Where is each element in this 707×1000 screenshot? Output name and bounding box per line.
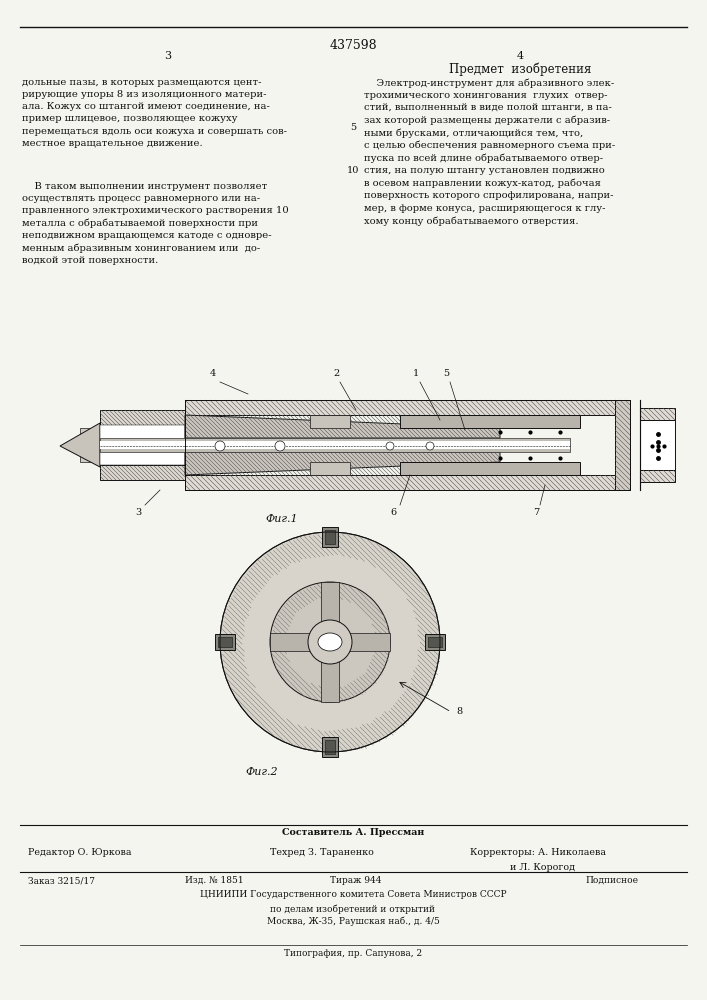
Text: Москва, Ж-35, Раушская наб., д. 4/5: Москва, Ж-35, Раушская наб., д. 4/5 (267, 917, 440, 926)
Bar (100, 425, 185, 465)
Circle shape (275, 441, 285, 451)
Text: ЦНИИПИ Государственного комитета Совета Министров СССР: ЦНИИПИ Государственного комитета Совета … (199, 890, 506, 899)
Bar (218, 637, 232, 647)
Text: Изд. № 1851: Изд. № 1851 (185, 876, 244, 885)
Text: В таком выполнении инструмент позволяет
осуществлять процесс равномерного или на: В таком выполнении инструмент позволяет … (22, 182, 288, 265)
Text: Составитель А. Прессман: Составитель А. Прессман (282, 828, 424, 837)
Bar (325, 530, 335, 544)
Bar (100, 441, 570, 449)
Text: Корректоры: А. Николаева: Корректоры: А. Николаева (470, 848, 606, 857)
Polygon shape (615, 400, 630, 490)
Text: 3: 3 (165, 51, 172, 61)
Text: Типография, пр. Сапунова, 2: Типография, пр. Сапунова, 2 (284, 949, 422, 958)
Text: 437598: 437598 (329, 39, 377, 52)
Circle shape (386, 442, 394, 450)
Circle shape (220, 532, 440, 752)
Bar (322, 527, 338, 547)
Text: и Л. Корогод: и Л. Корогод (510, 863, 575, 872)
Polygon shape (185, 475, 630, 490)
Text: Фиг.1: Фиг.1 (265, 514, 298, 524)
Text: Редактор О. Юркова: Редактор О. Юркова (28, 848, 132, 857)
Polygon shape (100, 465, 185, 480)
Bar (400, 415, 580, 428)
Bar (80, 428, 185, 436)
Text: 5: 5 (443, 369, 449, 378)
Polygon shape (640, 408, 675, 420)
Text: Тираж 944: Тираж 944 (330, 876, 382, 885)
Bar (322, 737, 338, 757)
Polygon shape (60, 423, 100, 467)
Text: 10: 10 (347, 166, 359, 175)
Polygon shape (185, 452, 500, 475)
Text: ψ: ψ (106, 438, 114, 446)
Bar (80, 454, 185, 462)
Bar (428, 637, 442, 647)
Text: 6: 6 (390, 508, 396, 517)
Text: Фиг.2: Фиг.2 (245, 767, 278, 777)
Text: Подписное: Подписное (585, 876, 638, 885)
Text: 3: 3 (135, 508, 141, 517)
Bar (425, 634, 445, 650)
Bar (321, 582, 339, 702)
Bar (215, 634, 235, 650)
Bar (325, 740, 335, 754)
Bar (400, 462, 580, 475)
Polygon shape (640, 470, 675, 482)
Polygon shape (185, 415, 500, 438)
Ellipse shape (318, 633, 342, 651)
Text: Предмет  изобретения: Предмет изобретения (449, 63, 591, 77)
Text: 4: 4 (516, 51, 524, 61)
Text: 8: 8 (456, 708, 462, 716)
Text: по делам изобретений и открытий: по делам изобретений и открытий (271, 904, 436, 914)
Bar (270, 633, 390, 651)
Text: 4: 4 (210, 369, 216, 378)
Bar (100, 438, 570, 452)
Text: 1: 1 (413, 369, 419, 378)
Text: 2: 2 (333, 369, 339, 378)
Circle shape (426, 442, 434, 450)
Circle shape (215, 441, 225, 451)
Bar (640, 420, 675, 470)
Bar (310, 415, 350, 428)
Polygon shape (100, 410, 185, 425)
Text: Электрод-инструмент для абразивного элек-
трохимического хонингования  глухих  о: Электрод-инструмент для абразивного элек… (364, 78, 615, 226)
Text: Техред З. Тараненко: Техред З. Тараненко (270, 848, 374, 857)
Circle shape (270, 582, 390, 702)
Text: Заказ 3215/17: Заказ 3215/17 (28, 876, 95, 885)
Text: дольные пазы, в которых размещаются цент-
рирующие упоры 8 из изоляционного мате: дольные пазы, в которых размещаются цент… (22, 78, 287, 148)
Text: 7: 7 (533, 508, 539, 517)
Text: 5: 5 (350, 123, 356, 132)
Circle shape (308, 620, 352, 664)
Bar (310, 462, 350, 475)
Polygon shape (185, 400, 630, 415)
